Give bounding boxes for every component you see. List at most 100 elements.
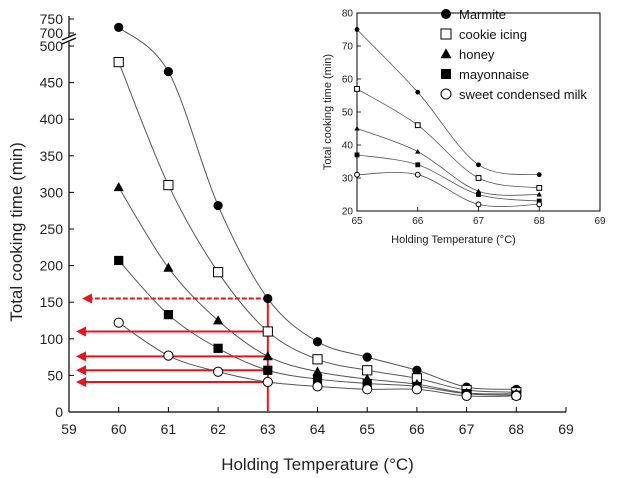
- y-tick-label: 450: [40, 75, 64, 91]
- inset-data-point-2: [536, 191, 542, 197]
- data-point-3: [163, 310, 173, 320]
- x-tick-label: 62: [210, 421, 226, 437]
- inset-data-point-3: [415, 162, 421, 168]
- data-point-4: [113, 317, 124, 328]
- inset-data-point-3: [354, 152, 360, 158]
- inset-series-line-1: [356, 88, 540, 189]
- inset-data-point-2: [475, 188, 482, 194]
- annotation-arrow-head: [76, 351, 86, 362]
- x-tick-label: 67: [459, 421, 475, 437]
- data-point-4: [362, 384, 373, 395]
- data-point-2: [163, 262, 174, 272]
- legend-marker-1: [440, 28, 452, 40]
- y-tick-label: 0: [55, 404, 63, 420]
- data-point-2: [312, 366, 323, 376]
- data-point-0: [412, 365, 422, 375]
- data-point-3: [312, 374, 323, 384]
- y-axis-title: Total cooking time (min): [7, 142, 26, 322]
- x-tick-label: 61: [161, 421, 177, 437]
- data-point-0: [114, 22, 124, 32]
- data-point-0: [213, 200, 223, 211]
- annotation-arrow-head: [76, 326, 86, 337]
- inset-data-point-2: [354, 125, 360, 131]
- data-point-1: [113, 57, 124, 68]
- data-point-4: [461, 390, 472, 401]
- series-line-2: [118, 187, 517, 395]
- x-tick-label: 65: [359, 421, 375, 437]
- y-tick-label: 200: [40, 258, 64, 274]
- x-tick-label: 66: [409, 421, 425, 437]
- data-point-4: [262, 376, 273, 388]
- inset-data-point-2: [415, 148, 421, 154]
- data-point-1: [262, 326, 273, 337]
- data-point-4: [213, 366, 224, 377]
- inset-y-tick-label: 70: [342, 42, 354, 53]
- data-point-3: [114, 255, 124, 266]
- data-point-0: [362, 352, 372, 362]
- y-tick-label: 500: [40, 38, 64, 54]
- inset-series-line-0: [356, 29, 540, 176]
- x-axis-title: Holding Temperature (°C): [221, 455, 414, 474]
- inset-plot: 65 66 67 68 69 20 30 40 50 60 70 80 Holding Temperat…: [322, 9, 606, 247]
- inset-data-point-1: [475, 175, 482, 181]
- inset-data-point-1: [354, 86, 360, 92]
- x-tick-label: 68: [509, 421, 525, 437]
- legend-marker-0: [441, 9, 451, 19]
- data-point-3: [213, 343, 223, 353]
- y-tick-label-break: 750: [40, 11, 64, 27]
- legend-marker-3: [441, 69, 451, 79]
- data-point-3: [263, 365, 273, 375]
- legend-marker-4: [440, 88, 452, 100]
- inset-x-tick-label: 66: [412, 216, 424, 227]
- y-tick-label: 400: [40, 111, 64, 127]
- annotation-arrow-head: [76, 365, 86, 376]
- series-line-0: [118, 27, 517, 390]
- inset-y-tick-label: 80: [342, 9, 354, 20]
- x-tick-label: 59: [61, 421, 77, 437]
- annotation-arrow-head: [76, 376, 86, 387]
- inset-x-tick-label: 68: [534, 216, 546, 227]
- inset-data-point-0: [476, 162, 481, 168]
- legend-label-2: honey: [459, 47, 495, 62]
- y-axis-break-mark: [61, 33, 77, 45]
- data-point-3: [362, 378, 372, 389]
- inset-y-tick-label: 60: [342, 75, 354, 86]
- legend-label-4: sweet condensed milk: [459, 87, 587, 102]
- data-point-0: [263, 293, 273, 304]
- x-tick-label: 63: [260, 421, 276, 437]
- inset-y-tick-label: 20: [342, 207, 354, 218]
- inset-y-tick-label: 30: [342, 174, 354, 185]
- inset-data-point-4: [475, 201, 482, 208]
- legend-marker-2: [440, 48, 452, 59]
- inset-data-point-4: [354, 171, 360, 178]
- x-tick-label: 60: [111, 421, 127, 437]
- inset-data-point-0: [536, 172, 542, 178]
- inset-data-point-1: [414, 122, 421, 129]
- annotation-arrow-head: [82, 293, 92, 304]
- inset-x-axis-title: Holding Temperature (°C): [391, 234, 516, 246]
- x-tick-label: 64: [310, 421, 326, 437]
- y-tick-label: 50: [47, 367, 63, 383]
- inset-data-point-3: [476, 192, 481, 197]
- inset-series-line-3: [356, 154, 540, 202]
- y-tick-label: 100: [40, 331, 64, 347]
- inset-data-point-4: [414, 171, 421, 178]
- inset-x-tick-label: 65: [351, 216, 363, 227]
- inset-data-point-0: [354, 27, 360, 32]
- inset-data-point-0: [415, 89, 421, 95]
- inset-x-tick-label: 69: [594, 216, 606, 227]
- data-point-4: [411, 384, 422, 395]
- inset-data-point-3: [536, 198, 542, 204]
- legend-label-1: cookie icing: [459, 27, 527, 42]
- data-point-1: [362, 365, 373, 376]
- y-tick-label: 150: [40, 294, 64, 310]
- data-point-1: [163, 179, 174, 191]
- main-plot: 59 60 61 62 63 64 65 66 67 68 69 0 50 100 150 200 250 300…: [7, 11, 574, 474]
- data-point-4: [312, 381, 323, 392]
- y-tick-label: 250: [40, 221, 64, 237]
- inset-x-tick-label: 67: [473, 216, 485, 227]
- inset-y-axis-title: Total cooking time (min): [322, 54, 334, 170]
- y-tick-label: 300: [40, 184, 64, 200]
- legend: Marmite cookie icing honey mayonnaise sweet …: [440, 7, 587, 102]
